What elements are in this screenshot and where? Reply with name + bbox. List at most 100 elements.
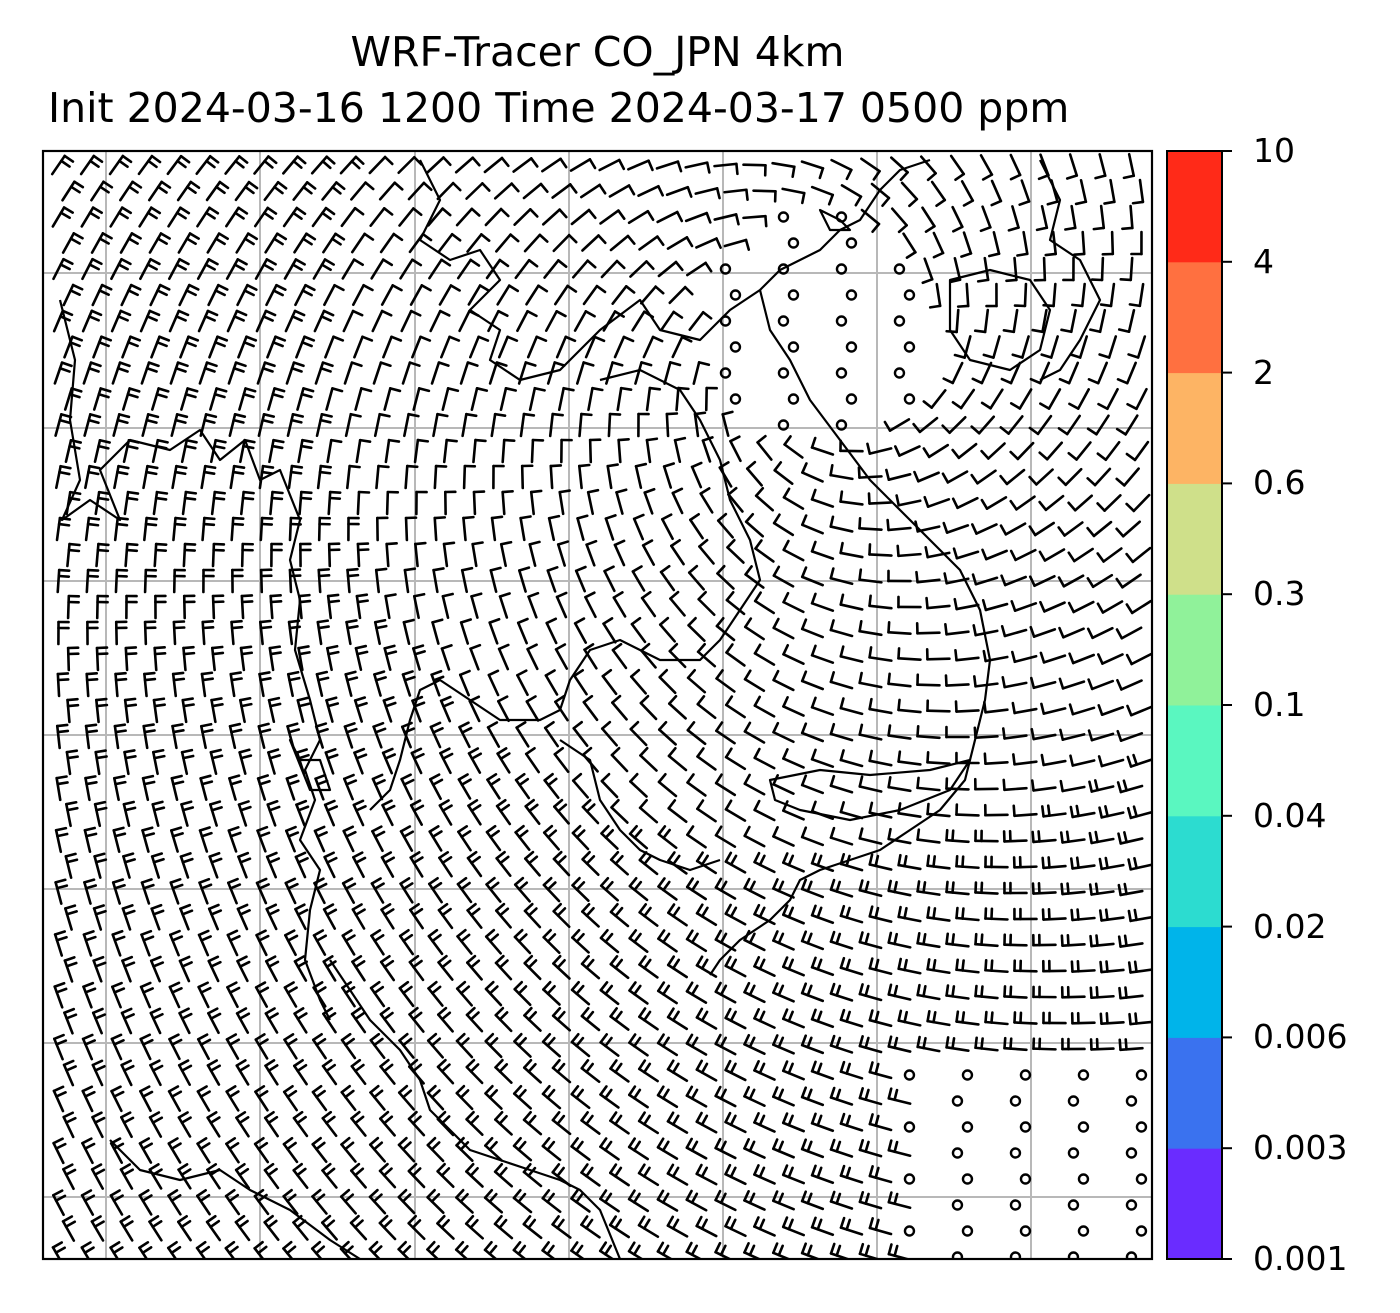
wind-barb	[109, 206, 133, 228]
wind-barb	[1060, 308, 1077, 334]
wind-barb	[292, 181, 317, 201]
wind-barb	[267, 387, 286, 411]
wind-barb	[1099, 282, 1116, 308]
wind-barb	[257, 413, 276, 437]
wind-barb	[94, 490, 111, 516]
wind-barb	[253, 206, 278, 228]
coastline-southwest-islands	[109, 1139, 361, 1259]
wind-barb	[945, 308, 960, 334]
calm-marker	[719, 315, 732, 327]
wind-barb	[433, 464, 448, 490]
wind-barb	[288, 516, 303, 542]
calm-marker	[903, 289, 916, 301]
wind-barb	[224, 155, 249, 175]
wind-barb	[123, 490, 140, 516]
wind-barb	[604, 514, 617, 541]
wind-barb	[883, 418, 911, 432]
wind-barb	[287, 464, 304, 490]
wind-barb	[409, 284, 432, 306]
wind-barb	[470, 387, 489, 411]
wind-barb	[606, 463, 619, 490]
wind-barb	[196, 258, 219, 280]
wind-barb	[970, 415, 996, 435]
wind-barb	[80, 206, 104, 228]
wind-barb	[442, 438, 458, 464]
wind-barb	[438, 284, 461, 306]
wind-barb	[436, 181, 462, 201]
wind-barb	[428, 258, 452, 280]
wind-barb	[1071, 282, 1086, 308]
wind-barb	[350, 181, 375, 201]
wind-barb	[1038, 494, 1065, 512]
wind-barb	[403, 412, 420, 438]
wind-barb	[298, 490, 313, 516]
wind-barb	[282, 155, 307, 175]
wind-barb	[181, 490, 198, 516]
wind-barb	[519, 412, 536, 438]
calm-marker	[777, 367, 790, 379]
wind-barb	[484, 207, 510, 227]
wind-barb	[313, 309, 335, 333]
wind-barb	[197, 309, 219, 333]
wind-barb	[496, 284, 520, 306]
wind-barb	[139, 309, 161, 333]
wind-barb	[93, 438, 111, 464]
wind-barb	[663, 361, 682, 385]
wind-barb	[528, 386, 546, 412]
colorbar-segment	[1167, 372, 1222, 484]
wind-barb	[167, 257, 190, 281]
wind-barb	[201, 516, 216, 542]
wind-barb	[113, 464, 130, 490]
wind-barb	[1009, 153, 1022, 181]
wind-barb	[673, 436, 687, 464]
wind-barb	[810, 436, 835, 456]
wind-barb	[487, 309, 509, 333]
wind-barb	[369, 207, 394, 227]
wind-barb	[433, 516, 447, 542]
wind-barb	[342, 309, 364, 333]
wind-barb	[472, 438, 487, 464]
wind-barb	[492, 464, 505, 490]
wind-barb	[643, 487, 656, 515]
wind-barb	[400, 309, 422, 333]
wind-barb	[465, 182, 491, 200]
coastline-small-2	[818, 208, 852, 232]
calm-marker	[719, 367, 732, 379]
wind-barb	[1037, 153, 1050, 181]
wind-barb	[259, 516, 274, 542]
calm-marker	[845, 237, 858, 249]
wind-barb	[1074, 178, 1088, 206]
colorbar-tick-label: 0.003	[1253, 1128, 1348, 1168]
wind-barb	[108, 154, 133, 176]
wind-barb	[92, 335, 113, 359]
wind-barb	[810, 185, 835, 206]
wind-barb	[50, 154, 75, 176]
wind-barb	[437, 232, 462, 254]
wind-barb	[956, 282, 970, 308]
wind-barb	[407, 181, 433, 201]
wind-barb	[912, 416, 939, 434]
wind-barb	[499, 540, 513, 568]
wind-barb	[91, 283, 113, 307]
wind-barb	[684, 161, 711, 174]
wind-barb	[985, 282, 998, 308]
wind-barb	[829, 515, 854, 533]
colorbar-segment	[1167, 261, 1222, 374]
wind-barb	[615, 488, 628, 515]
wind-barb	[113, 516, 129, 542]
wind-barb	[351, 283, 374, 307]
wind-barb	[866, 442, 893, 455]
wind-barb	[582, 284, 607, 306]
colorbar-segment	[1167, 815, 1222, 928]
wind-barb	[1042, 282, 1057, 308]
wind-barb	[471, 541, 484, 568]
wind-barb	[168, 309, 190, 333]
wind-barb	[519, 515, 532, 542]
wind-barb	[541, 208, 568, 226]
wind-barb	[95, 542, 110, 568]
wind-barb	[1086, 414, 1110, 436]
wind-barb	[258, 464, 275, 490]
wind-barb	[973, 308, 990, 334]
wind-barb	[525, 284, 549, 306]
wind-barb	[941, 415, 967, 435]
